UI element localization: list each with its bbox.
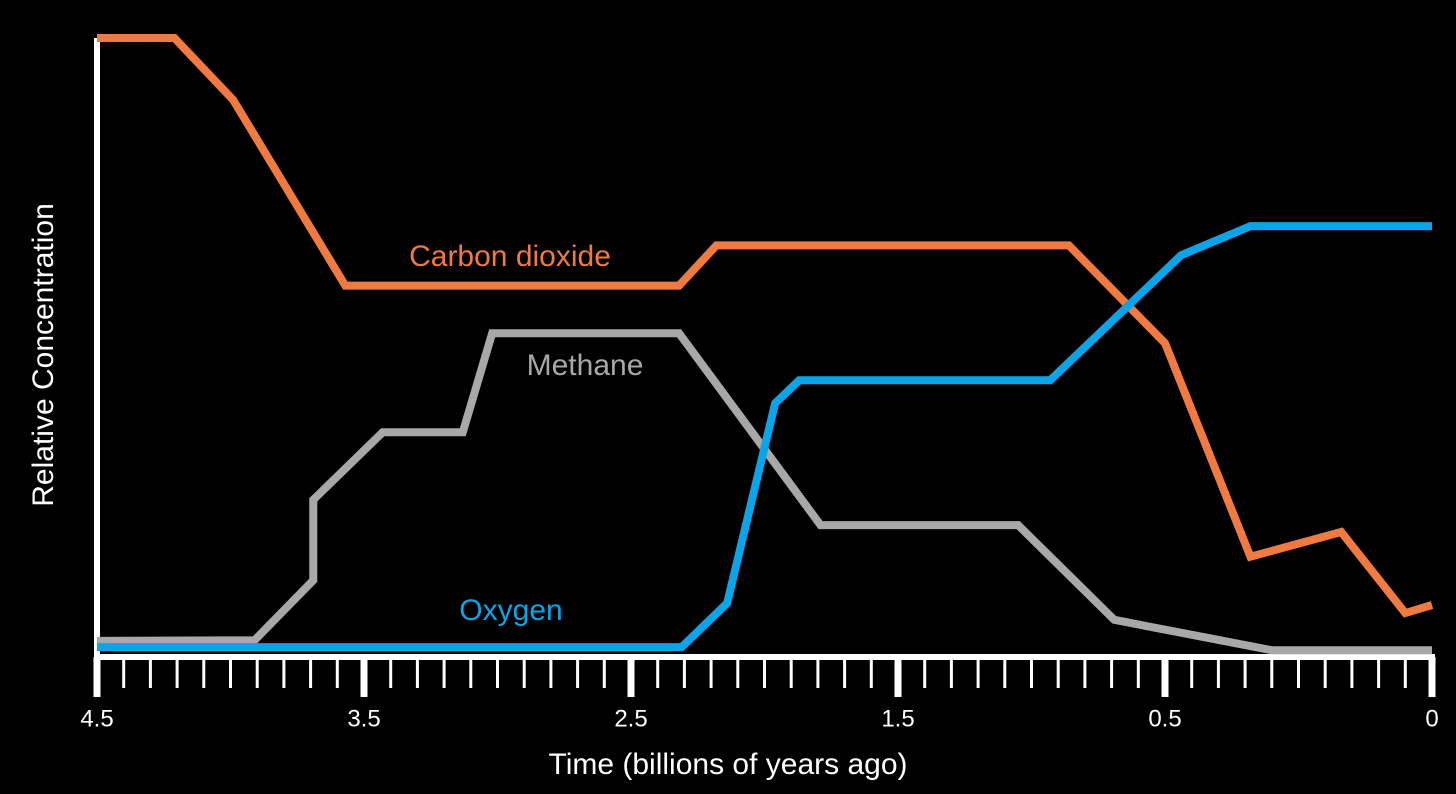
series-label: Methane xyxy=(527,349,644,382)
series-label: Oxygen xyxy=(459,594,562,627)
series-line xyxy=(97,34,1434,618)
series-line xyxy=(97,222,1432,652)
x-tick-label: 1.5 xyxy=(881,705,914,732)
x-tick-label: 0 xyxy=(1425,705,1438,732)
x-axis-label: Time (billions of years ago) xyxy=(548,748,907,781)
x-tick-label: 0.5 xyxy=(1148,705,1181,732)
x-tick-label: 4.5 xyxy=(80,705,113,732)
y-axis-label: Relative Concentration xyxy=(27,203,60,507)
series-line xyxy=(96,329,1432,655)
x-tick-label: 2.5 xyxy=(614,705,647,732)
series-label: Carbon dioxide xyxy=(409,240,611,273)
x-tick-label: 3.5 xyxy=(347,705,380,732)
